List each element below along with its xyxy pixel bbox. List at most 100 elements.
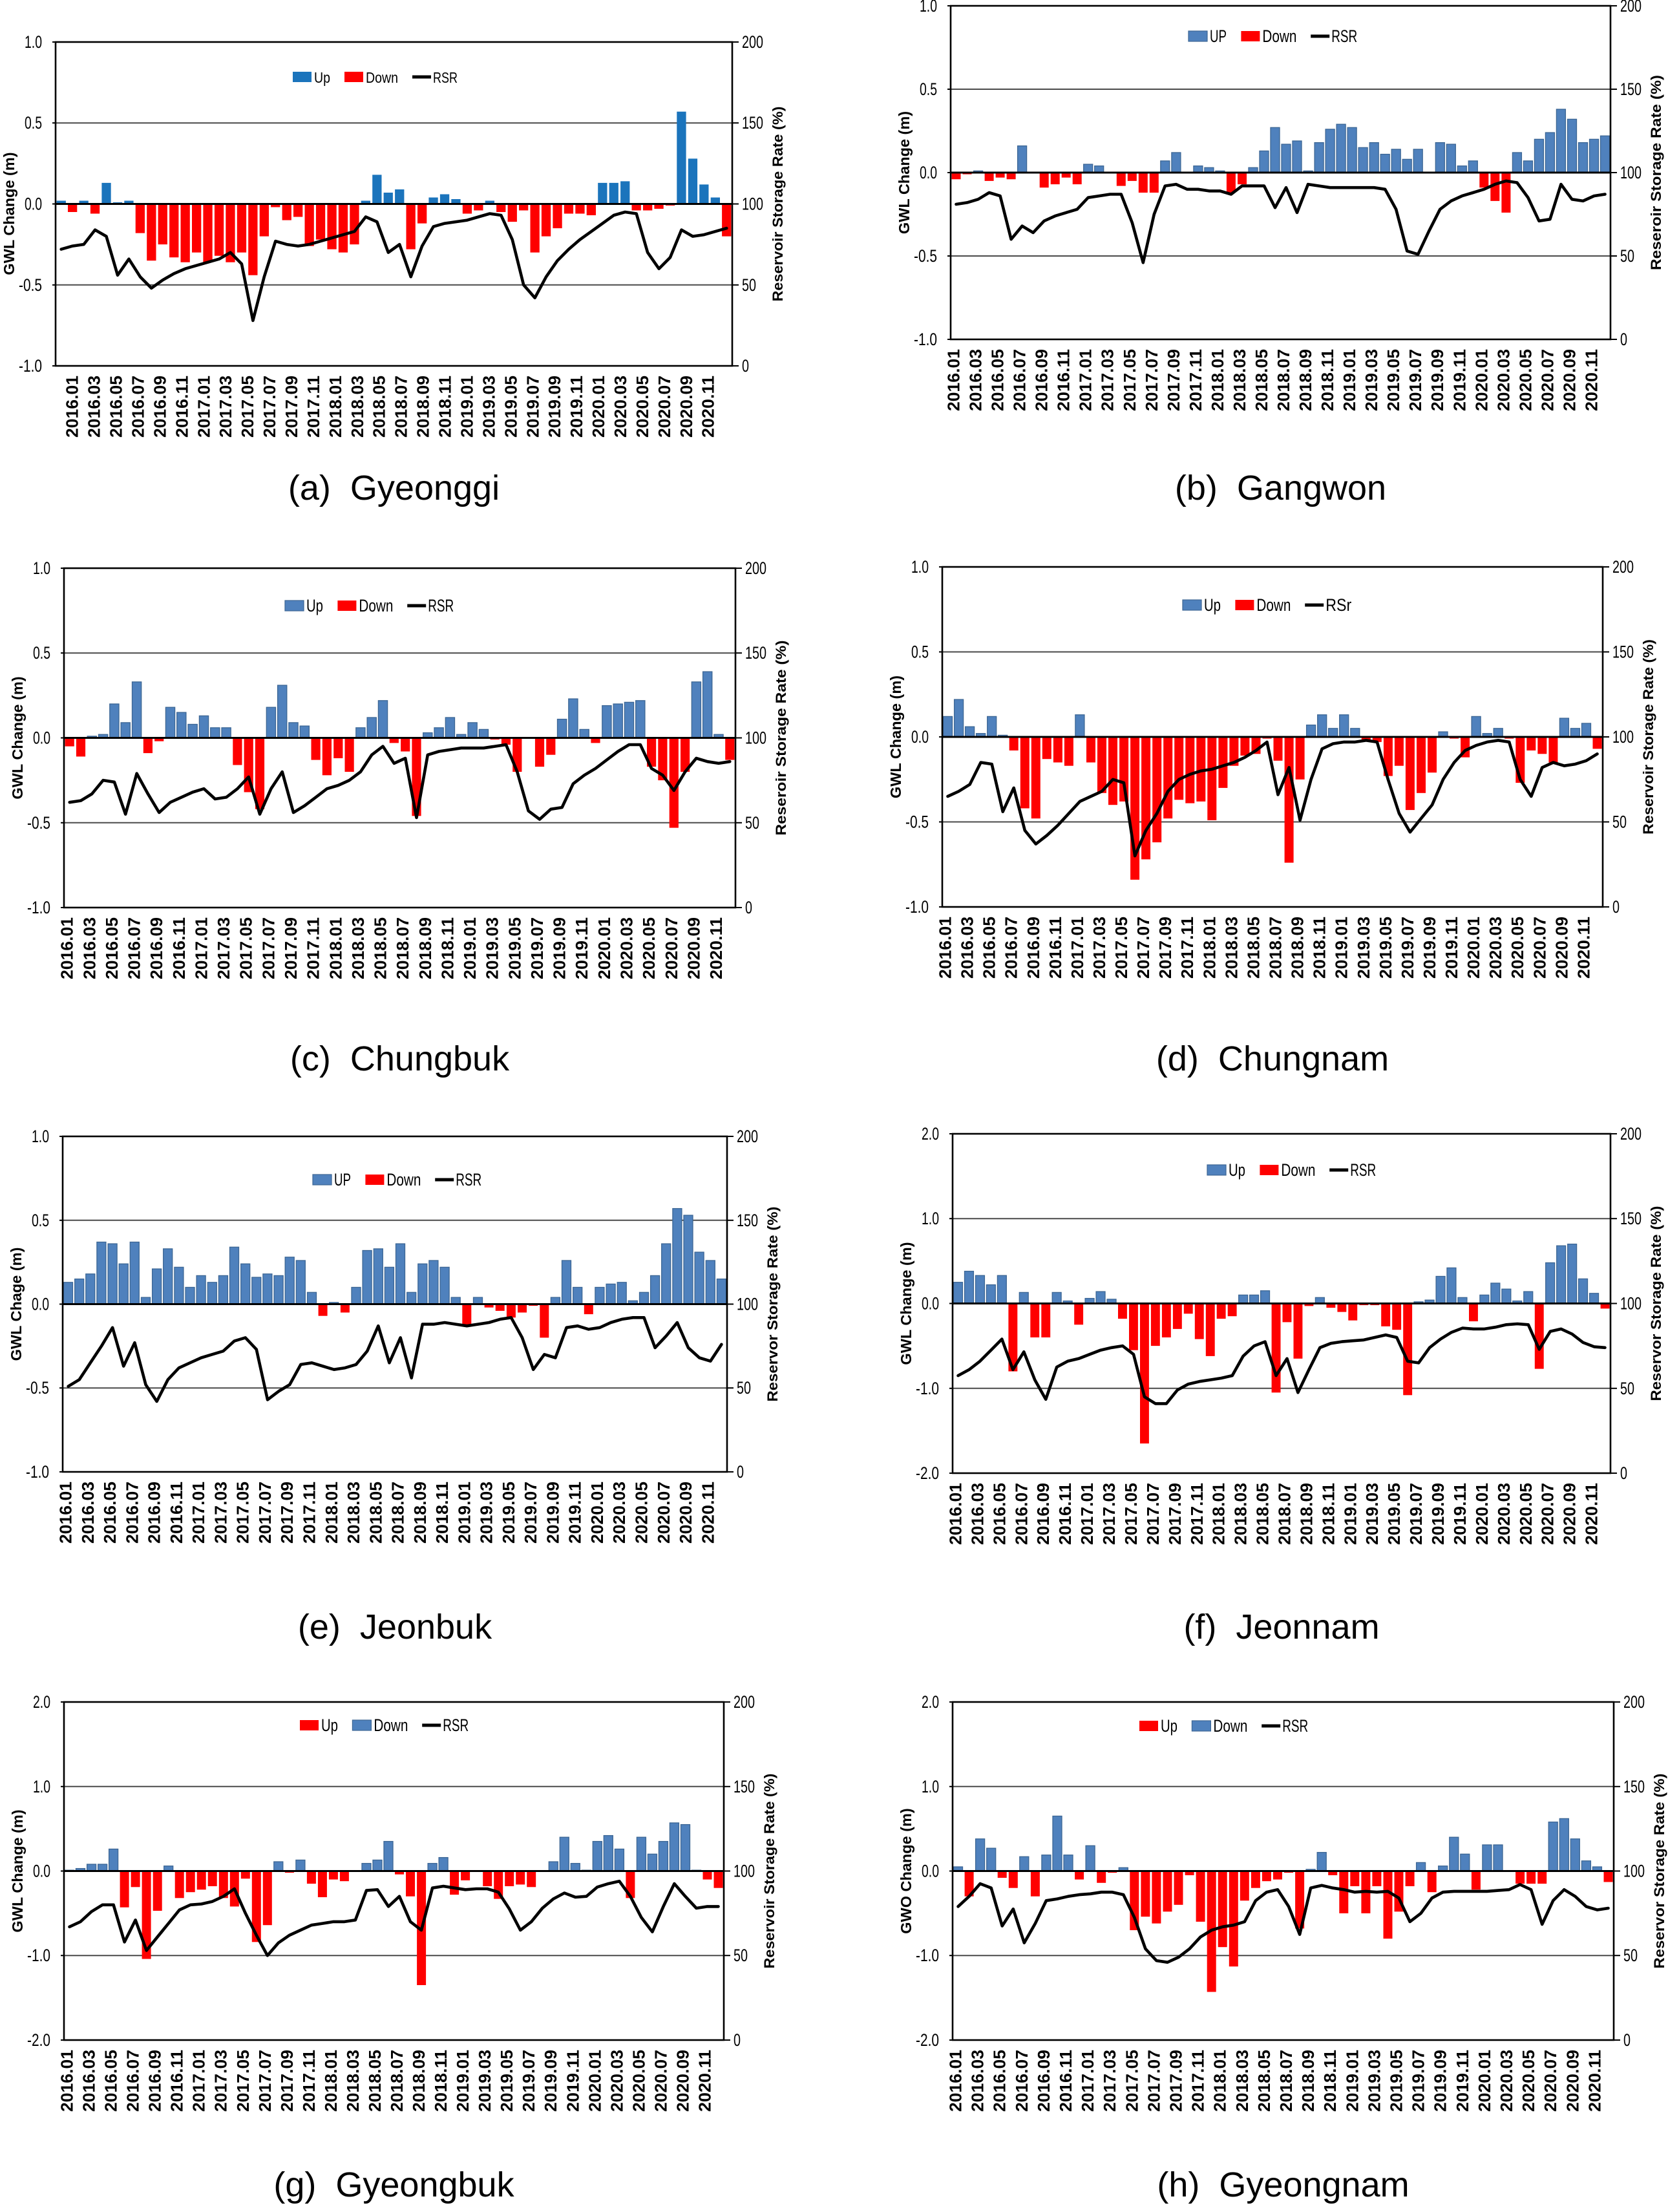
svg-text:Reservor Storage Rate (%): Reservor Storage Rate (%) [1648, 1206, 1664, 1401]
svg-text:GWL Change (m): GWL Change (m) [9, 676, 26, 799]
svg-text:0.5: 0.5 [911, 643, 929, 662]
svg-text:-1.0: -1.0 [19, 356, 42, 376]
svg-text:GWO Change (m): GWO Change (m) [898, 1808, 914, 1934]
svg-text:2020.03: 2020.03 [617, 917, 637, 979]
svg-text:50: 50 [1620, 1379, 1634, 1398]
svg-text:2019.11: 2019.11 [1453, 2050, 1472, 2112]
svg-text:2017.01: 2017.01 [1077, 1483, 1097, 1545]
svg-text:-1.0: -1.0 [914, 330, 937, 349]
svg-text:Down: Down [1256, 595, 1291, 615]
svg-text:2016.09: 2016.09 [147, 917, 166, 979]
svg-text:Reservoir Storage Rate (%): Reservoir Storage Rate (%) [1640, 639, 1656, 835]
svg-text:Down: Down [1213, 1716, 1247, 1736]
svg-text:2017.07: 2017.07 [1144, 2050, 1163, 2112]
svg-text:2020.05: 2020.05 [632, 1482, 651, 1544]
svg-text:2017.07: 2017.07 [260, 376, 279, 438]
svg-text:150: 150 [1620, 1209, 1642, 1228]
svg-text:2018.11: 2018.11 [1310, 917, 1329, 979]
svg-text:2016.03: 2016.03 [78, 1482, 98, 1544]
svg-text:2019.03: 2019.03 [475, 2050, 494, 2112]
svg-text:2019.05: 2019.05 [499, 1482, 518, 1544]
svg-text:-1.0: -1.0 [27, 898, 50, 917]
svg-text:0.0: 0.0 [25, 195, 42, 214]
svg-text:2019.05: 2019.05 [505, 917, 524, 979]
svg-text:2020.01: 2020.01 [589, 376, 608, 438]
svg-text:2017.05: 2017.05 [1121, 1483, 1141, 1545]
svg-text:2018.07: 2018.07 [1266, 917, 1285, 979]
svg-text:2016.09: 2016.09 [145, 1482, 164, 1544]
svg-text:2019.09: 2019.09 [541, 2050, 560, 2112]
svg-text:2019.01: 2019.01 [1340, 349, 1359, 411]
svg-text:2016.01: 2016.01 [63, 376, 82, 438]
svg-text:-0.5: -0.5 [26, 1378, 49, 1398]
svg-text:100: 100 [1620, 163, 1642, 182]
svg-text:0.0: 0.0 [33, 728, 50, 748]
svg-text:0.0: 0.0 [920, 163, 937, 182]
svg-text:Up: Up [1161, 1716, 1177, 1736]
svg-text:2016.01: 2016.01 [936, 917, 955, 979]
svg-text:200: 200 [737, 1127, 758, 1146]
svg-text:2020.01: 2020.01 [1464, 917, 1483, 979]
svg-text:2020.09: 2020.09 [673, 2050, 692, 2112]
svg-text:2017.09: 2017.09 [277, 1482, 297, 1544]
svg-text:2020.03: 2020.03 [611, 376, 630, 438]
svg-text:2016.03: 2016.03 [85, 376, 104, 438]
svg-text:2016.01: 2016.01 [946, 1483, 966, 1545]
svg-text:2016.11: 2016.11 [172, 376, 191, 438]
svg-text:50: 50 [1623, 1946, 1638, 1965]
svg-text:150: 150 [745, 643, 766, 663]
svg-text:2017.03: 2017.03 [211, 2050, 231, 2112]
svg-text:(h) Gyeongnam: (h) Gyeongnam [1157, 2165, 1409, 2204]
svg-text:2018.11: 2018.11 [1318, 1483, 1338, 1545]
svg-text:2016.07: 2016.07 [125, 917, 144, 979]
svg-text:2017.03: 2017.03 [211, 1482, 230, 1544]
svg-text:200: 200 [1623, 1692, 1645, 1712]
svg-text:2019.01: 2019.01 [453, 2050, 472, 2112]
svg-text:2020.01: 2020.01 [1472, 1483, 1492, 1545]
svg-text:2017.01: 2017.01 [192, 917, 211, 979]
svg-text:2016.11: 2016.11 [169, 917, 189, 979]
svg-text:100: 100 [737, 1295, 758, 1314]
svg-text:2020.07: 2020.07 [655, 376, 674, 438]
svg-text:2017.03: 2017.03 [214, 917, 233, 979]
svg-text:2016.07: 2016.07 [122, 1482, 142, 1544]
svg-text:2020.01: 2020.01 [585, 2050, 604, 2112]
svg-text:2019.01: 2019.01 [460, 917, 480, 979]
svg-text:2016.09: 2016.09 [150, 376, 169, 438]
svg-text:Reservoir Storage Rate (%): Reservoir Storage Rate (%) [770, 107, 786, 302]
svg-text:-0.5: -0.5 [914, 246, 937, 266]
svg-text:2019.03: 2019.03 [1354, 917, 1373, 979]
svg-text:2020.11: 2020.11 [695, 2050, 715, 2112]
svg-text:Reservor Storage Rate (%): Reservor Storage Rate (%) [1651, 1774, 1667, 1969]
svg-text:2018.09: 2018.09 [416, 917, 435, 979]
svg-text:2020.01: 2020.01 [1475, 2050, 1494, 2112]
svg-text:2018.05: 2018.05 [1244, 917, 1263, 979]
svg-text:2019.11: 2019.11 [1450, 349, 1469, 411]
svg-text:2016.11: 2016.11 [1046, 917, 1065, 979]
svg-text:2016.03: 2016.03 [79, 917, 99, 979]
svg-text:-2.0: -2.0 [27, 2030, 50, 2050]
svg-text:2017.01: 2017.01 [189, 1482, 208, 1544]
svg-text:2016.05: 2016.05 [990, 2050, 1009, 2112]
svg-text:2020.03: 2020.03 [1497, 2050, 1516, 2112]
svg-text:2019.07: 2019.07 [527, 917, 547, 979]
svg-text:2019.03: 2019.03 [1362, 349, 1381, 411]
svg-text:-2.0: -2.0 [916, 2030, 939, 2050]
svg-text:2016.11: 2016.11 [1055, 1483, 1075, 1545]
svg-text:2020.11: 2020.11 [1582, 1483, 1601, 1545]
svg-text:2016.03: 2016.03 [958, 917, 977, 979]
svg-text:2016.09: 2016.09 [1024, 917, 1043, 979]
svg-text:2017.09: 2017.09 [1156, 917, 1175, 979]
svg-text:2016.03: 2016.03 [968, 2050, 987, 2112]
svg-text:Reseroir Storage Rate (%): Reseroir Storage Rate (%) [1648, 75, 1664, 270]
svg-text:RSR: RSR [456, 1170, 481, 1189]
svg-text:(a) Gyeonggi: (a) Gyeonggi [288, 469, 500, 507]
svg-text:50: 50 [745, 813, 759, 833]
svg-text:2018.05: 2018.05 [1254, 2050, 1274, 2112]
svg-text:2017.03: 2017.03 [1100, 2050, 1119, 2112]
svg-text:2017.05: 2017.05 [1122, 2050, 1141, 2112]
svg-text:RSR: RSR [1331, 27, 1357, 46]
svg-text:Up: Up [306, 596, 323, 615]
svg-text:2020.09: 2020.09 [1563, 2050, 1582, 2112]
svg-text:2018.07: 2018.07 [1275, 1483, 1294, 1545]
